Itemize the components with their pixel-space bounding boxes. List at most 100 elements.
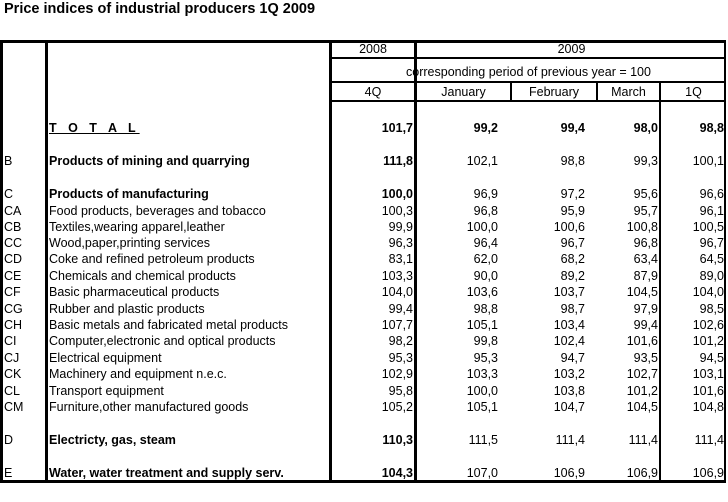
value-february: 106,9 (553, 466, 585, 480)
header-base-note: corresponding period of previous year = … (406, 65, 651, 79)
row-code: CL (4, 384, 20, 398)
value-4q: 101,7 (381, 121, 413, 135)
value-february: 98,8 (560, 154, 585, 168)
value-january: 100,0 (466, 220, 498, 234)
value-january: 105,1 (466, 400, 498, 414)
table-row: CF Basic pharmaceutical products 104,0 1… (0, 284, 726, 300)
value-4q: 111,8 (383, 154, 413, 168)
row-code: CC (4, 236, 23, 250)
value-february: 99,4 (560, 121, 585, 135)
value-4q: 110,3 (382, 433, 413, 447)
value-1q: 64,5 (699, 252, 724, 266)
value-february: 103,7 (553, 285, 585, 299)
value-january: 90,0 (473, 269, 498, 283)
value-february: 103,4 (553, 318, 585, 332)
row-label: Textiles,wearing apparel,leather (49, 220, 225, 234)
value-4q: 95,3 (388, 351, 413, 365)
value-4q: 104,3 (381, 466, 413, 480)
value-march: 97,9 (633, 302, 658, 316)
value-february: 100,6 (553, 220, 585, 234)
value-1q: 106,9 (692, 466, 724, 480)
value-1q: 96,7 (699, 236, 724, 250)
table-row: CH Basic metals and fabricated metal pro… (0, 317, 726, 333)
value-4q: 107,7 (381, 318, 413, 332)
row-code: CE (4, 269, 22, 283)
value-1q: 103,1 (692, 367, 724, 381)
code-column-divider (45, 40, 48, 483)
header-col-february: February (528, 85, 580, 99)
value-1q: 102,6 (692, 318, 724, 332)
value-1q: 96,1 (699, 204, 724, 218)
table-row: E Water, water treatment and supply serv… (0, 465, 726, 481)
value-4q: 105,2 (381, 400, 413, 414)
value-january: 103,3 (466, 367, 498, 381)
value-1q: 111,4 (694, 433, 724, 447)
value-4q: 99,4 (388, 302, 413, 316)
value-march: 63,4 (633, 252, 658, 266)
value-february: 102,4 (553, 334, 585, 348)
value-march: 104,5 (626, 400, 658, 414)
value-march: 101,6 (626, 334, 658, 348)
value-1q: 104,0 (692, 285, 724, 299)
value-february: 111,4 (555, 433, 585, 447)
table-row: CD Coke and refined petroleum products 8… (0, 251, 726, 267)
table-row: CJ Electrical equipment 95,3 95,3 94,7 9… (0, 350, 726, 366)
row-label: Machinery and equipment n.e.c. (49, 367, 227, 381)
table-row: B Products of mining and quarrying 111,8… (0, 153, 726, 169)
row-code: CF (4, 285, 21, 299)
row-code: C (4, 187, 14, 201)
row-label: Basic metals and fabricated metal produc… (49, 318, 289, 332)
value-4q: 100,3 (381, 204, 413, 218)
header-year-2009: 2009 (557, 42, 586, 56)
value-1q: 104,8 (692, 400, 724, 414)
row-code: CH (4, 318, 23, 332)
value-february: 68,2 (560, 252, 585, 266)
feb-mar-header-divider (596, 82, 598, 101)
value-february: 103,2 (553, 367, 585, 381)
mar-1q-column-divider (659, 82, 661, 483)
value-1q: 101,6 (692, 384, 724, 398)
table-row: CK Machinery and equipment n.e.c. 102,9 … (0, 366, 726, 382)
value-january: 96,4 (473, 236, 498, 250)
table-row: CM Furniture,other manufactured goods 10… (0, 399, 726, 415)
row-code: CG (4, 302, 23, 316)
row-label: Food products, beverages and tobacco (49, 204, 266, 218)
table-row-total: T O T A L 101,7 99,2 99,4 98,0 98,8 (0, 120, 726, 136)
value-february: 98,7 (560, 302, 585, 316)
value-march: 99,3 (633, 154, 658, 168)
value-february: 103,8 (553, 384, 585, 398)
table-row: CG Rubber and plastic products 99,4 98,8… (0, 301, 726, 317)
value-4q: 102,9 (381, 367, 413, 381)
row-label: Wood,paper,printing services (49, 236, 210, 250)
value-march: 98,0 (633, 121, 658, 135)
row-label: Electricty, gas, steam (49, 433, 176, 447)
value-march: 87,9 (633, 269, 658, 283)
value-march: 101,2 (626, 384, 658, 398)
value-february: 104,7 (553, 400, 585, 414)
row-label: Furniture,other manufactured goods (49, 400, 249, 414)
value-1q: 98,5 (699, 302, 724, 316)
table-row: CI Computer,electronic and optical produ… (0, 333, 726, 349)
header-col-4q: 4Q (364, 85, 382, 99)
q4-column-divider (414, 40, 417, 483)
value-4q: 100,0 (381, 187, 413, 201)
value-1q: 100,5 (692, 220, 724, 234)
value-1q: 100,1 (692, 154, 724, 168)
label-column-divider (329, 40, 332, 483)
value-january: 95,3 (473, 351, 498, 365)
value-march: 95,6 (633, 187, 658, 201)
value-march: 100,8 (626, 220, 658, 234)
value-january: 107,0 (466, 466, 498, 480)
value-4q: 99,9 (388, 220, 413, 234)
table-row: D Electricty, gas, steam 110,3 111,5 111… (0, 432, 726, 448)
value-february: 95,9 (560, 204, 585, 218)
jan-feb-header-divider (510, 82, 512, 101)
value-march: 93,5 (633, 351, 658, 365)
value-january: 96,9 (473, 187, 498, 201)
row-code: CJ (4, 351, 20, 365)
row-code: B (4, 154, 13, 168)
value-march: 102,7 (626, 367, 658, 381)
value-february: 96,7 (560, 236, 585, 250)
value-march: 106,9 (626, 466, 658, 480)
header-bottom-divider (331, 100, 726, 102)
